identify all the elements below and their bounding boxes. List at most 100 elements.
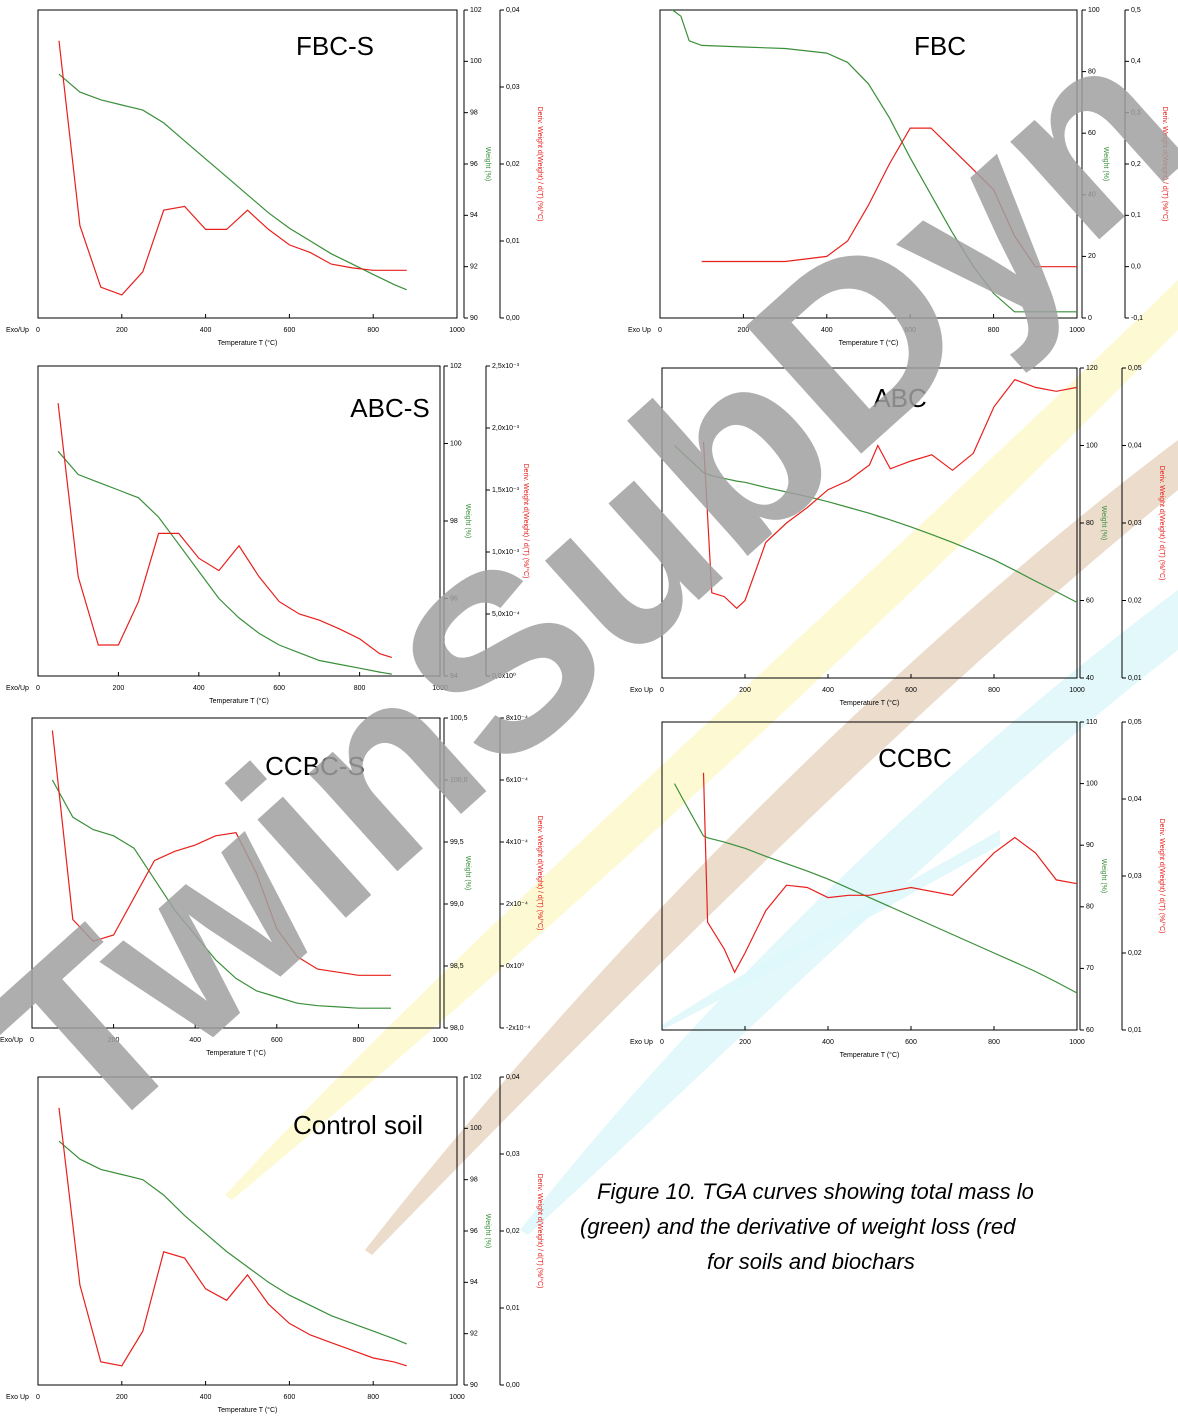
y-axis-label: Weight (%) bbox=[484, 147, 491, 182]
x-tick-label: 1000 bbox=[1069, 687, 1085, 694]
x-tick-label: 400 bbox=[193, 685, 205, 692]
y-tick-label: 99,0 bbox=[450, 901, 464, 908]
y-tick-label: 0,03 bbox=[1128, 873, 1142, 880]
chart-title: CCBC bbox=[878, 743, 952, 773]
y-tick-label: 96 bbox=[470, 161, 478, 168]
y-tick-label: 0,03 bbox=[1128, 520, 1142, 527]
x-axis-label: Temperature T (°C) bbox=[218, 339, 278, 347]
x-tick-label: 0 bbox=[36, 685, 40, 692]
x-tick-label: 400 bbox=[200, 327, 212, 334]
x-tick-label: 400 bbox=[822, 1039, 834, 1046]
chart-title: FBC-S bbox=[296, 31, 374, 61]
x-tick-label: 600 bbox=[905, 687, 917, 694]
y-tick-label: 80 bbox=[1086, 904, 1094, 911]
x-axis-label: Temperature T (°C) bbox=[840, 699, 900, 707]
y-tick-label: 0,4 bbox=[1131, 58, 1141, 65]
y-axis-label: Deriv. Weight d(Weight) / d(T) (%/°C) bbox=[536, 1174, 544, 1289]
y-tick-label: 0,04 bbox=[506, 1074, 520, 1081]
x-tick-label: 0 bbox=[660, 1039, 664, 1046]
y-tick-label: 98 bbox=[470, 110, 478, 117]
corner-label: Exo Up bbox=[628, 327, 651, 334]
x-tick-label: 200 bbox=[739, 1039, 751, 1046]
chart-panel: 02004006008001000Temperature T (°C)Exo/U… bbox=[6, 7, 544, 347]
y-axis-label: Weight (%) bbox=[1100, 506, 1107, 541]
data-line bbox=[59, 41, 407, 295]
corner-label: Exo/Up bbox=[6, 685, 29, 692]
corner-label: Exo Up bbox=[630, 1039, 653, 1046]
x-tick-label: 1000 bbox=[432, 1037, 448, 1044]
y-tick-label: 0,02 bbox=[506, 1228, 520, 1235]
y-tick-label: 102 bbox=[450, 363, 462, 370]
y-axis-label: Weight (%) bbox=[484, 1214, 491, 1249]
x-tick-label: 600 bbox=[905, 1039, 917, 1046]
y-tick-label: 98,0 bbox=[450, 1025, 464, 1032]
page: 02004006008001000Temperature T (°C)Exo/U… bbox=[0, 0, 1178, 1418]
y-tick-label: 96 bbox=[470, 1228, 478, 1235]
y-tick-label: 100 bbox=[1086, 780, 1098, 787]
y-tick-label: 2x10⁻⁴ bbox=[506, 901, 528, 908]
y-tick-label: -0,1 bbox=[1131, 315, 1143, 322]
figure: 02004006008001000Temperature T (°C)Exo/U… bbox=[0, 0, 1178, 1418]
y-tick-label: 100 bbox=[1086, 442, 1098, 449]
y-tick-label: 0,00 bbox=[506, 315, 520, 322]
y-tick-label: 92 bbox=[470, 264, 478, 271]
y-tick-label: 0,04 bbox=[1128, 442, 1142, 449]
y-tick-label: 70 bbox=[1086, 965, 1094, 972]
y-tick-label: 94 bbox=[470, 212, 478, 219]
x-tick-label: 1000 bbox=[449, 1394, 465, 1401]
x-axis-label: Temperature T (°C) bbox=[218, 1406, 278, 1414]
y-tick-label: 0,05 bbox=[1128, 365, 1142, 372]
x-tick-label: 200 bbox=[116, 327, 128, 334]
y-tick-label: 0,02 bbox=[1128, 950, 1142, 957]
caption-line: (green) and the derivative of weight los… bbox=[580, 1214, 1016, 1239]
y-tick-label: 0,02 bbox=[506, 161, 520, 168]
y-tick-label: 90 bbox=[470, 315, 478, 322]
y-tick-label: -2x10⁻⁴ bbox=[506, 1025, 530, 1032]
y-tick-label: 0,04 bbox=[1128, 796, 1142, 803]
x-tick-label: 800 bbox=[367, 327, 379, 334]
y-axis-label: Deriv. Weight d(Weight) / d(T) (%/°C) bbox=[1158, 819, 1166, 934]
x-tick-label: 800 bbox=[988, 687, 1000, 694]
x-tick-label: 400 bbox=[200, 1394, 212, 1401]
y-tick-label: 0,00 bbox=[506, 1382, 520, 1389]
y-tick-label: 60 bbox=[1086, 597, 1094, 604]
x-tick-label: 800 bbox=[988, 1039, 1000, 1046]
chart-title: FBC bbox=[914, 31, 966, 61]
y-tick-label: 92 bbox=[470, 1331, 478, 1338]
y-axis-label: Deriv. Weight d(Weight) / d(T) (%/°C) bbox=[536, 107, 544, 222]
y-tick-label: 120 bbox=[1086, 365, 1098, 372]
y-tick-label: 0,02 bbox=[1128, 597, 1142, 604]
x-axis-label: Temperature T (°C) bbox=[840, 1051, 900, 1059]
x-tick-label: 200 bbox=[113, 685, 125, 692]
y-tick-label: 98 bbox=[470, 1177, 478, 1184]
x-tick-label: 200 bbox=[116, 1394, 128, 1401]
y-tick-label: 100 bbox=[470, 58, 482, 65]
y-tick-label: 98,5 bbox=[450, 963, 464, 970]
y-tick-label: 0,01 bbox=[1128, 1027, 1142, 1034]
y-tick-label: 60 bbox=[1086, 1027, 1094, 1034]
x-tick-label: 200 bbox=[739, 687, 751, 694]
y-tick-label: 110 bbox=[1086, 719, 1097, 726]
x-tick-label: 0 bbox=[36, 327, 40, 334]
corner-label: Exo/Up bbox=[6, 327, 29, 334]
caption-line: Figure 10. TGA curves showing total mass… bbox=[597, 1179, 1034, 1204]
y-tick-label: 90 bbox=[1086, 842, 1094, 849]
y-tick-label: 94 bbox=[470, 1279, 478, 1286]
y-tick-label: 102 bbox=[470, 7, 482, 14]
x-tick-label: 800 bbox=[367, 1394, 379, 1401]
x-tick-label: 1000 bbox=[1069, 1039, 1085, 1046]
plot-frame bbox=[38, 10, 457, 318]
y-tick-label: 0,01 bbox=[1128, 675, 1142, 682]
y-tick-label: 0,5 bbox=[1131, 7, 1141, 14]
y-tick-label: 80 bbox=[1086, 520, 1094, 527]
y-tick-label: 40 bbox=[1086, 675, 1094, 682]
chart-title: ABC-S bbox=[350, 393, 429, 423]
y-axis-label: Weight (%) bbox=[1100, 859, 1107, 894]
y-tick-label: 0,04 bbox=[506, 7, 520, 14]
y-tick-label: 90 bbox=[470, 1382, 478, 1389]
y-axis-label: Deriv. Weight d(Weight) / d(T) (%/°C) bbox=[1158, 466, 1166, 581]
x-tick-label: 400 bbox=[822, 687, 834, 694]
y-tick-label: 0,01 bbox=[506, 1305, 520, 1312]
y-tick-label: 100 bbox=[470, 1125, 482, 1132]
corner-label: Exo Up bbox=[6, 1394, 29, 1401]
